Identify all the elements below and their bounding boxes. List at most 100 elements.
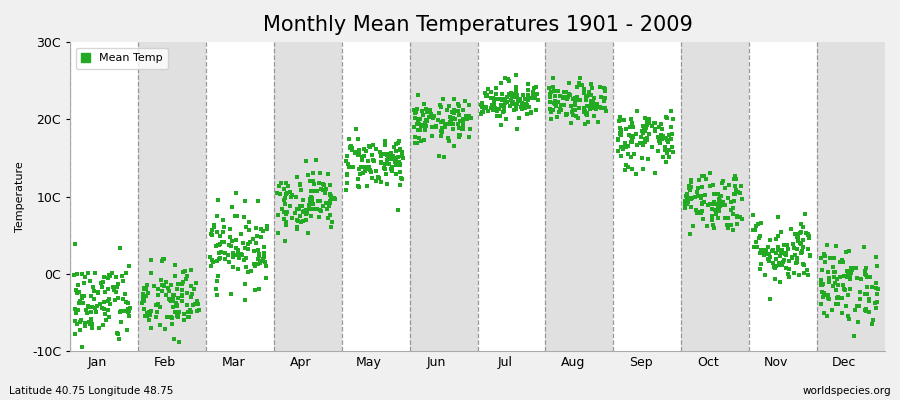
Point xyxy=(814,301,828,307)
Point xyxy=(475,104,490,110)
Point xyxy=(543,106,557,112)
Point xyxy=(102,295,116,302)
Point xyxy=(692,177,706,184)
Point xyxy=(451,120,465,127)
Point xyxy=(408,110,422,116)
Point xyxy=(274,191,288,197)
Point xyxy=(636,130,651,136)
Point xyxy=(279,219,293,226)
Point xyxy=(161,284,176,291)
Point xyxy=(576,90,590,96)
Bar xyxy=(614,42,681,351)
Point xyxy=(87,288,102,294)
Point xyxy=(136,297,150,304)
Point xyxy=(703,183,717,190)
Point xyxy=(306,178,320,184)
Point xyxy=(710,191,724,197)
Point xyxy=(843,265,858,272)
Point xyxy=(339,187,354,193)
Point xyxy=(136,296,150,302)
Point xyxy=(184,267,198,274)
Point xyxy=(94,305,109,312)
Point xyxy=(279,221,293,228)
Point xyxy=(450,108,464,114)
Point xyxy=(598,86,612,92)
Point xyxy=(647,128,662,134)
Point xyxy=(178,268,193,274)
Point xyxy=(293,182,308,188)
Point xyxy=(83,304,97,310)
Point xyxy=(389,140,403,147)
Point xyxy=(517,92,531,98)
Point xyxy=(76,294,90,301)
Point xyxy=(521,81,535,87)
Point xyxy=(70,307,85,314)
Point xyxy=(374,160,388,167)
Point xyxy=(481,86,495,92)
Point xyxy=(699,223,714,229)
Point xyxy=(203,263,218,269)
Point xyxy=(455,116,470,122)
Point xyxy=(290,217,304,223)
Point xyxy=(446,110,461,116)
Point xyxy=(114,272,129,279)
Point xyxy=(289,174,303,180)
Point xyxy=(624,116,638,122)
Point xyxy=(249,240,264,246)
Point xyxy=(512,96,526,102)
Point xyxy=(172,339,186,345)
Point xyxy=(634,154,649,161)
Point xyxy=(579,94,593,100)
Point xyxy=(224,243,238,250)
Point xyxy=(496,96,510,102)
Point xyxy=(428,123,443,130)
Point xyxy=(781,274,796,280)
Point xyxy=(778,250,793,257)
Point xyxy=(459,112,473,119)
Point xyxy=(757,251,771,258)
Point xyxy=(256,256,270,262)
Point xyxy=(352,151,366,157)
Point xyxy=(648,126,662,133)
Point xyxy=(410,121,424,127)
Point xyxy=(175,293,189,300)
Point xyxy=(504,97,518,103)
Point xyxy=(408,139,422,146)
Point xyxy=(444,116,458,122)
Point xyxy=(773,262,788,268)
Point xyxy=(789,246,804,252)
Point xyxy=(91,288,105,295)
Point xyxy=(617,117,632,124)
Point xyxy=(303,178,318,184)
Point xyxy=(529,91,544,98)
Point xyxy=(260,226,274,232)
Point xyxy=(688,206,703,213)
Point xyxy=(868,300,882,306)
Point xyxy=(839,249,853,255)
Point xyxy=(496,109,510,115)
Point xyxy=(626,124,640,130)
Point xyxy=(280,190,294,196)
Point xyxy=(378,137,392,144)
Point xyxy=(575,82,590,88)
Point xyxy=(76,358,91,364)
Point xyxy=(428,124,443,131)
Point xyxy=(557,94,572,100)
Point xyxy=(799,230,814,236)
Point xyxy=(577,104,591,111)
Point xyxy=(611,136,625,143)
Point xyxy=(543,94,557,100)
Point xyxy=(521,96,535,103)
Point xyxy=(716,180,730,186)
Point xyxy=(166,336,181,342)
Point xyxy=(81,270,95,276)
Point xyxy=(584,98,598,104)
Point xyxy=(524,109,538,116)
Point xyxy=(520,102,535,108)
Point xyxy=(322,198,337,204)
Point xyxy=(175,280,189,287)
Point xyxy=(720,195,734,201)
Point xyxy=(226,250,240,256)
Point xyxy=(868,280,883,287)
Point xyxy=(292,206,307,212)
